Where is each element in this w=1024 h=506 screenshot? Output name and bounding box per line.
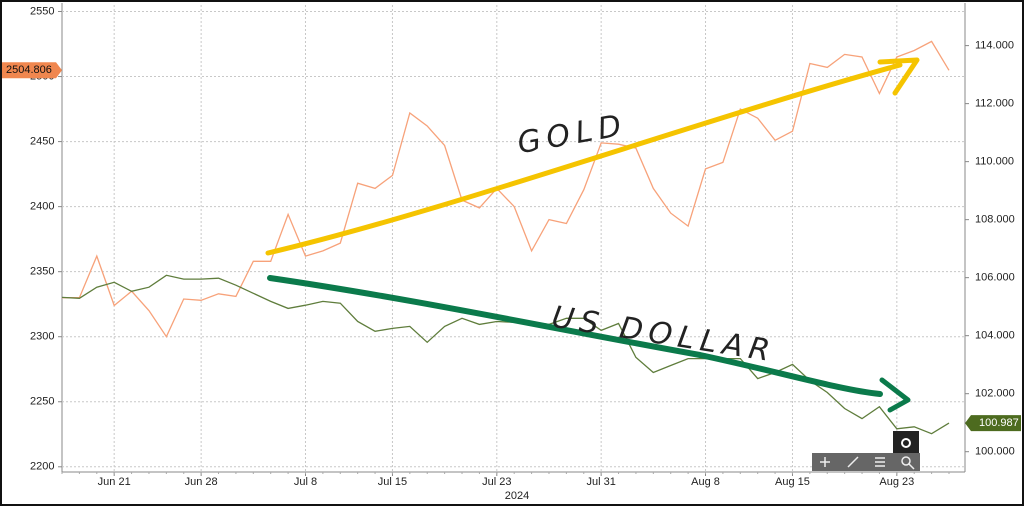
x-tick-label: Aug 23 (879, 476, 914, 488)
y-tick-label: 2450 (30, 135, 54, 147)
value-tag-label: 2504.806 (6, 64, 52, 76)
dollar-arrow (267, 275, 883, 397)
y-tick-label: 2350 (30, 266, 54, 278)
x-axis-label: 2024 (505, 490, 529, 502)
x-tick-label: Jul 23 (482, 476, 511, 488)
x-tick-label: Aug 8 (691, 476, 720, 488)
y-tick-label: 2550 (30, 5, 54, 17)
dollar-arrowhead (879, 377, 911, 413)
x-tick-label: Jul 15 (378, 476, 407, 488)
toolbar (812, 431, 920, 471)
x-tick-label: Jul 31 (586, 476, 615, 488)
value-tag (965, 415, 1021, 432)
x-tick-label: Aug 15 (775, 476, 810, 488)
y-tick-label: 2250 (30, 396, 54, 408)
y-tick-label: 2200 (30, 461, 54, 473)
x-tick-label: Jun 21 (98, 476, 131, 488)
y2-tick-label: 104.000 (975, 330, 1015, 342)
y-tick-label: 2300 (30, 331, 54, 343)
toolbar-strip (812, 453, 920, 471)
value-tag-label: 100.987 (979, 417, 1019, 429)
y2-tick-label: 114.000 (975, 40, 1014, 52)
y2-tick-label: 108.000 (975, 214, 1015, 226)
series-line (62, 40, 950, 339)
y2-tick-label: 102.000 (975, 388, 1015, 400)
gold-arrowhead (877, 57, 920, 96)
y-tick-label: 2400 (30, 201, 54, 213)
toolbar-button[interactable] (893, 431, 919, 455)
series-line (61, 274, 950, 435)
toolbar-icon (908, 463, 915, 470)
y2-tick-label: 100.000 (975, 446, 1015, 458)
y2-tick-label: 110.000 (975, 156, 1014, 168)
value-tag (2, 62, 62, 79)
y2-tick-label: 106.000 (975, 272, 1015, 284)
x-tick-label: Jul 8 (294, 476, 317, 488)
toolbar-icon (901, 438, 911, 448)
toolbar-icon (901, 456, 911, 466)
gold-arrow (265, 62, 903, 256)
y2-tick-label: 112.000 (975, 98, 1014, 110)
toolbar-icons (820, 456, 885, 468)
x-tick-label: Jun 28 (185, 476, 218, 488)
